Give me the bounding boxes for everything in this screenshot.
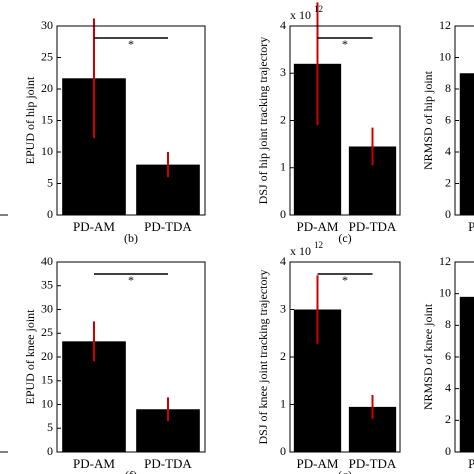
y-tick-label: 25 [41,325,53,339]
significance-star: * [342,37,348,51]
y-tick-label: 35 [41,278,53,292]
y-tick-label: 4 [445,380,451,394]
significance-star: * [128,37,134,51]
y-tick-label: 0 [280,207,286,221]
x-tick-label: PD-AM [468,219,474,234]
y-tick-label: 3 [280,301,286,315]
x-tick-label: PD-TDA [349,219,397,234]
y-tick-label: 0 [445,207,451,221]
y-tick-label: 20 [41,349,53,363]
y-tick-label: 0 [47,207,53,221]
y-tick-label: 4 [280,254,286,268]
y-tick-label: 15 [41,112,53,126]
significance-star: * [128,273,134,287]
y-tick-label: 10 [41,144,53,158]
x-tick-label: PD-TDA [144,456,192,471]
x-tick-label: PD-TDA [144,219,192,234]
y-tick-label: 2 [445,412,451,426]
y-tick-label: 12 [439,254,451,268]
panel-caption: (f) [125,468,137,474]
axes-frame [454,261,474,453]
y-tick-label: 6 [445,112,451,126]
axes-frame [454,25,474,216]
axis-multiplier: x 10 [290,244,311,258]
x-tick-label: PD-AM [73,219,115,234]
y-tick-label: 5 [47,420,53,434]
x-tick-label: PD-AM [297,219,339,234]
y-tick-label: 15 [41,373,53,387]
y-tick-label: 30 [41,18,53,32]
y-axis-label: NRMSD of knee joint [421,303,435,410]
y-tick-label: 6 [445,349,451,363]
x-tick-label: PD-AM [73,456,115,471]
axes-frame [289,261,401,453]
bar [459,296,474,452]
y-tick-label: 2 [280,112,286,126]
axis-exponent: 12 [314,4,323,14]
y-tick-label: 25 [41,49,53,63]
y-tick-label: 0 [47,444,53,458]
y-axis-label: DSJ of knee joint tracking trajectory [256,270,270,445]
y-tick-label: 1 [280,396,286,410]
x-tick-label: PD-AM [468,456,474,471]
y-tick-label: 1 [280,160,286,174]
y-tick-label: 4 [445,144,451,158]
x-tick-label: PD-TDA [349,456,397,471]
y-tick-label: 0 [280,444,286,458]
y-axis-label: DSJ of hip joint tracking trajectory [256,37,270,205]
y-tick-label: 5 [47,175,53,189]
y-tick-label: 10 [439,49,451,63]
significance-star: * [342,273,348,287]
panel-caption: (g) [338,468,352,474]
y-tick-label: 20 [41,81,53,95]
bar [459,73,474,215]
y-tick-label: 2 [445,175,451,189]
y-tick-label: 40 [41,254,53,268]
y-tick-label: 2 [280,349,286,363]
y-tick-label: 0 [445,444,451,458]
panel-caption: (b) [124,231,138,245]
y-axis-label: EPUD of knee joint [23,309,37,405]
axes-frame [56,25,206,216]
axes-frame [289,25,401,216]
y-tick-label: 30 [41,301,53,315]
y-tick-label: 10 [41,396,53,410]
panel-caption: (c) [338,231,351,245]
axis-multiplier: x 10 [290,8,311,22]
y-tick-label: 10 [439,285,451,299]
y-tick-label: 8 [445,317,451,331]
axis-exponent: 12 [314,240,323,250]
axes-frame [56,261,206,453]
x-tick-label: PD-AM [297,456,339,471]
y-tick-label: 4 [280,18,286,32]
y-axis-label: NRMSD of hip joint [421,70,435,170]
y-axis-label: EPUD of hip joint [23,76,37,164]
y-tick-label: 3 [280,65,286,79]
y-tick-label: 12 [439,18,451,32]
y-tick-label: 8 [445,81,451,95]
